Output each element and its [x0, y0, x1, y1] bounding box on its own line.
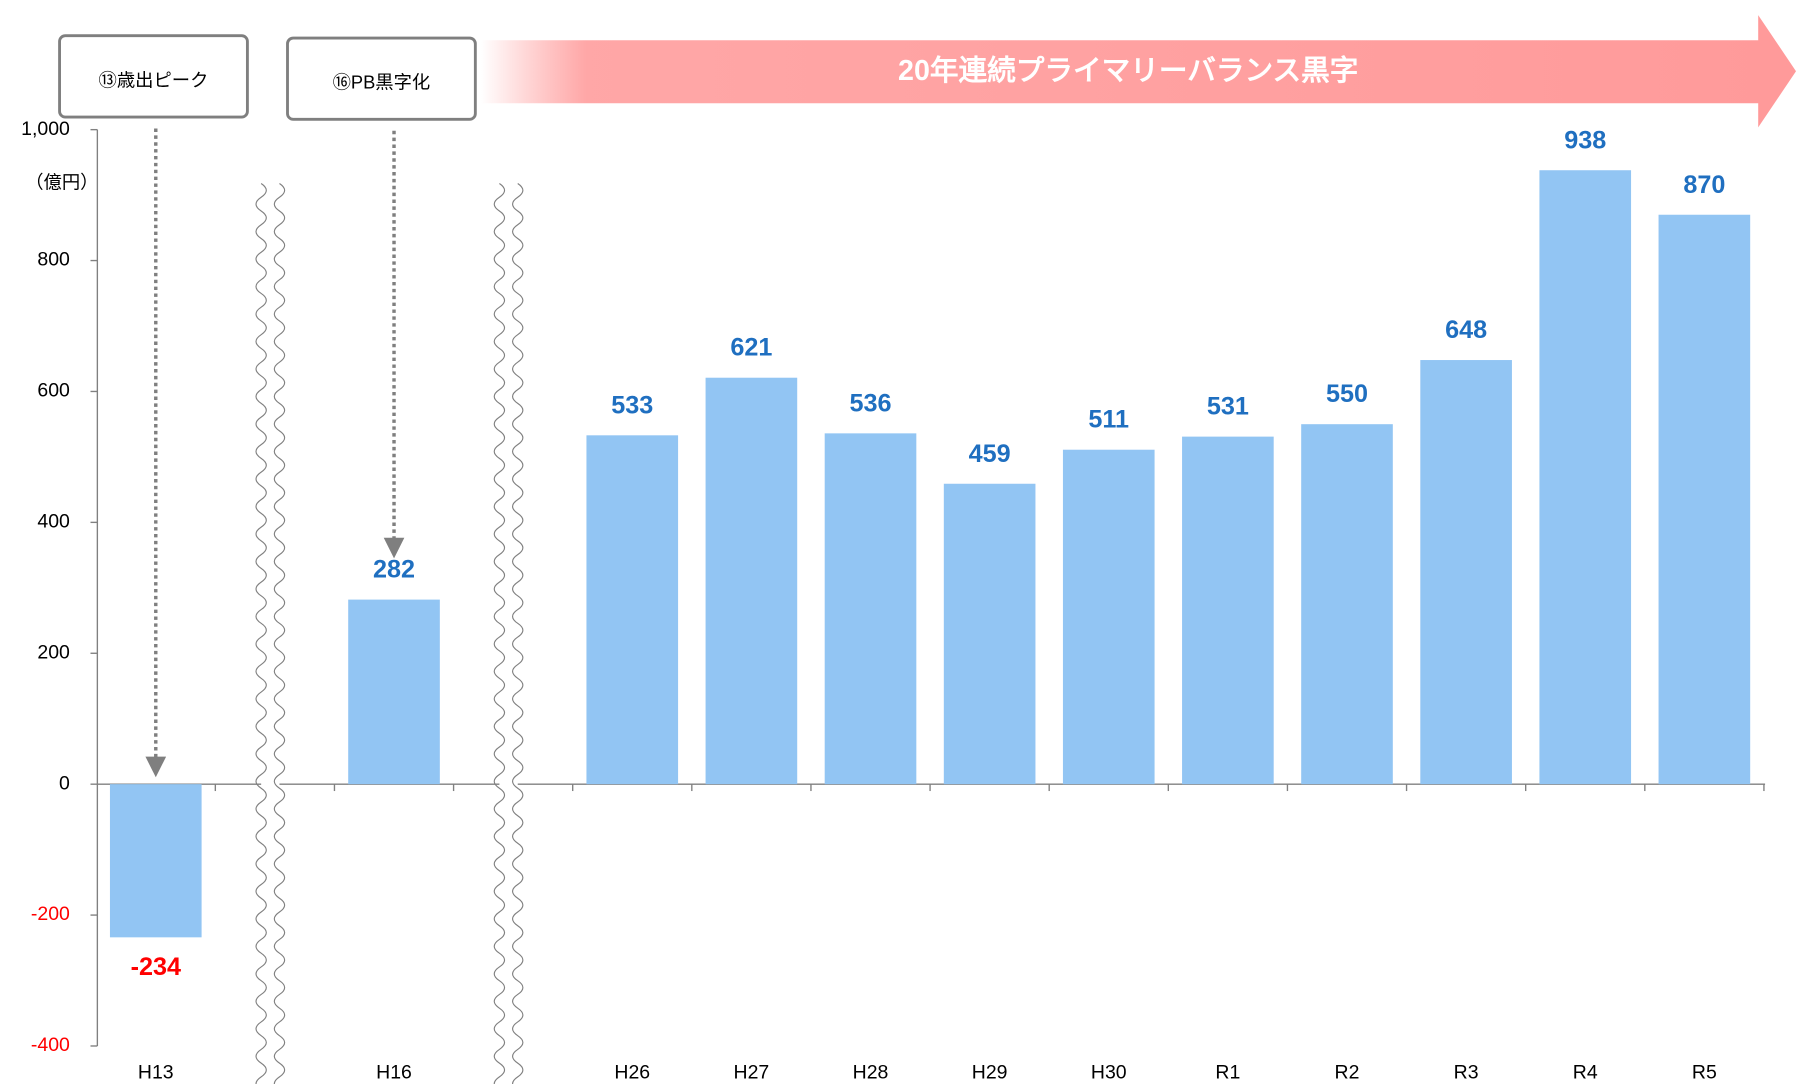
value-label: 533	[611, 391, 653, 419]
y-tick-label: 400	[37, 511, 70, 533]
bar	[1301, 424, 1393, 785]
x-tick-label: H29	[972, 1062, 1008, 1084]
bar	[1420, 360, 1512, 785]
value-label: 648	[1445, 316, 1487, 344]
banner-arrow	[481, 15, 1796, 128]
bar	[1658, 214, 1751, 785]
x-tick-label: H30	[1091, 1062, 1127, 1084]
value-label: 938	[1564, 126, 1606, 154]
bar	[348, 599, 440, 785]
bar	[109, 784, 202, 938]
x-tick-label: H26	[614, 1062, 650, 1084]
x-tick-label: H27	[734, 1062, 770, 1084]
x-tick-label: R5	[1692, 1062, 1717, 1084]
x-tick-label: H28	[853, 1062, 889, 1084]
axis-break	[273, 183, 286, 1084]
x-tick-label: R4	[1573, 1062, 1598, 1084]
axis-break-gap	[499, 183, 518, 1077]
y-unit: （億円）	[25, 171, 98, 192]
axis-break	[512, 183, 524, 1084]
x-tick-label: R1	[1215, 1062, 1240, 1084]
annotation-text: ⑬歳出ピーク	[99, 69, 209, 90]
y-tick-label: -200	[31, 903, 70, 925]
bar	[1062, 449, 1155, 785]
x-tick-label: H16	[376, 1062, 412, 1084]
value-label: -234	[131, 953, 181, 981]
value-label: 511	[1088, 406, 1129, 434]
y-tick-label: 200	[37, 641, 70, 663]
bar	[824, 433, 917, 785]
value-label: 550	[1326, 380, 1368, 408]
y-tick-label: -400	[31, 1034, 70, 1056]
bar	[586, 435, 679, 785]
annotation-box	[58, 34, 249, 119]
x-tick-label: R3	[1454, 1062, 1479, 1084]
annotation-box	[286, 36, 477, 121]
y-tick-label: 800	[37, 249, 70, 271]
y-tick-label: 600	[37, 380, 70, 402]
axis-break	[493, 183, 506, 1084]
value-label: 870	[1683, 171, 1725, 199]
value-label: 621	[730, 334, 772, 362]
bar	[1182, 436, 1274, 785]
value-label: 531	[1207, 393, 1249, 421]
banner-text: 20年連続プライマリーバランス黒字	[898, 54, 1358, 87]
bar	[1539, 170, 1632, 785]
y-tick-label: 0	[59, 772, 70, 794]
value-label: 282	[373, 556, 415, 584]
bar	[705, 377, 798, 785]
axis-break-gap	[261, 183, 280, 1077]
x-tick-label: R2	[1335, 1062, 1360, 1084]
axis-break	[255, 183, 267, 1084]
value-label: 459	[969, 440, 1011, 468]
bar	[943, 483, 1036, 785]
value-label: 536	[849, 389, 891, 417]
y-tick-label: 1,000	[21, 118, 70, 140]
annotation-text: ⑯PB黒字化	[333, 72, 431, 93]
x-tick-label: H13	[138, 1062, 174, 1084]
